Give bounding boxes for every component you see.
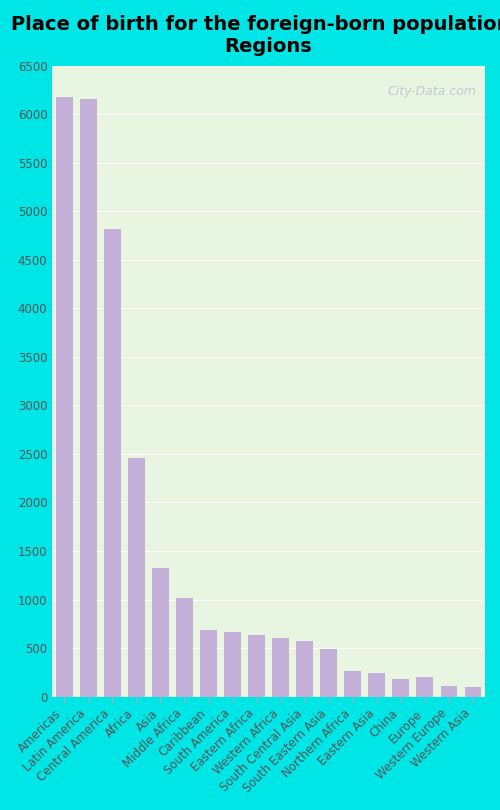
Bar — [248, 635, 265, 697]
Bar — [224, 632, 241, 697]
Bar — [152, 569, 169, 697]
Bar — [296, 642, 313, 697]
Bar — [128, 458, 145, 697]
Text: City-Data.com: City-Data.com — [388, 85, 476, 98]
Bar — [80, 99, 96, 697]
Bar — [416, 677, 434, 697]
Bar — [320, 649, 337, 697]
Bar — [176, 598, 193, 697]
Bar — [200, 629, 217, 697]
Bar — [104, 229, 121, 697]
Bar — [464, 688, 481, 697]
Bar — [392, 679, 409, 697]
Bar — [440, 686, 458, 697]
Bar — [272, 638, 289, 697]
Title: Place of birth for the foreign-born population -
Regions: Place of birth for the foreign-born popu… — [12, 15, 500, 56]
Bar — [344, 671, 361, 697]
Bar — [368, 673, 385, 697]
Bar — [56, 97, 72, 697]
